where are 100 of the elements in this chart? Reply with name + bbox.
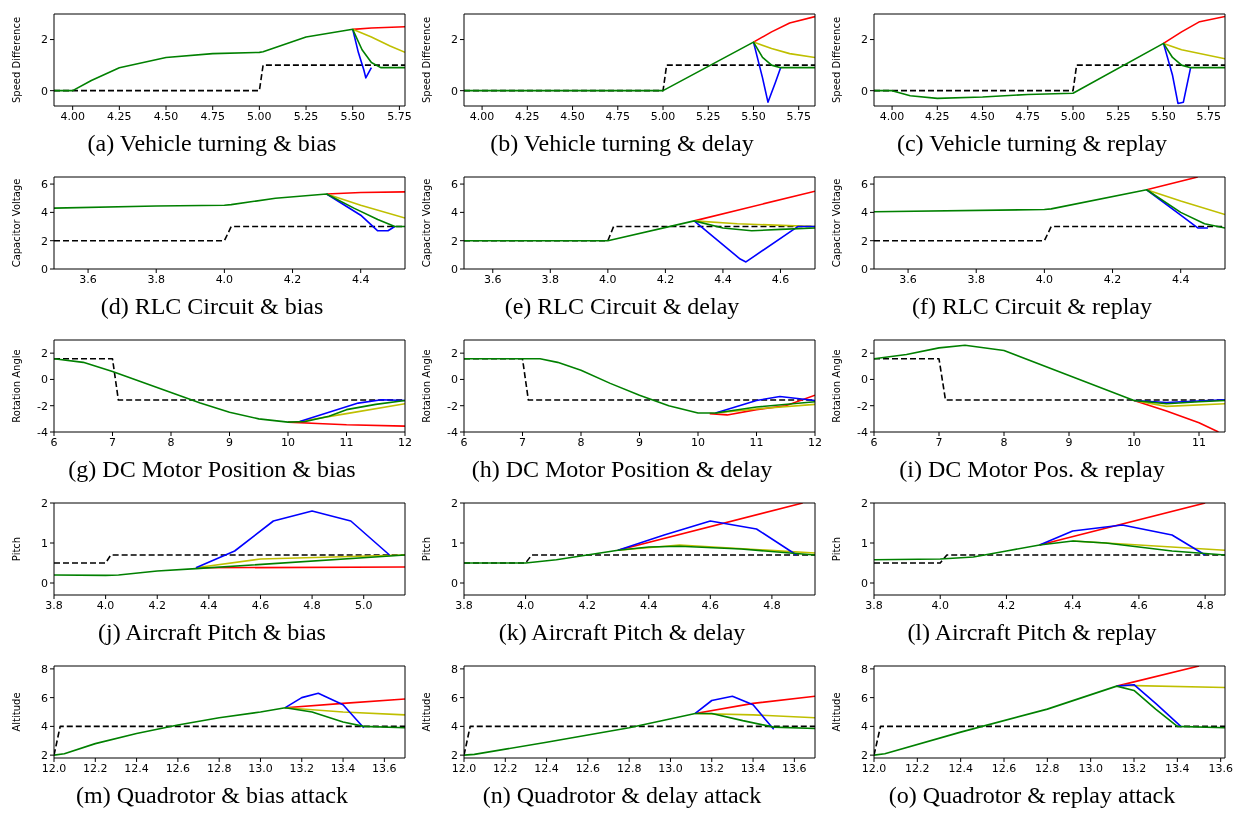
y-tick-label: 2 [451, 33, 458, 47]
y-tick-label: 8 [41, 662, 48, 676]
y-tick-label: 8 [861, 662, 868, 676]
line-series [54, 193, 405, 228]
text: (b) Vehicle turning & delay [489, 130, 755, 157]
x-tick-label: 12.4 [948, 761, 973, 775]
y-tick-label: 2 [861, 749, 868, 763]
y-axis-title: Rotation Angle [830, 349, 842, 423]
x-tick-label: 6 [460, 435, 468, 449]
x-tick-label: 12.2 [83, 761, 108, 775]
y-tick-label: 0 [451, 262, 458, 276]
x-tick-label: 4.6 [1130, 598, 1148, 612]
y-tick-label: 4 [41, 720, 48, 734]
x-tick-label: 4.6 [701, 598, 720, 612]
y-tick-label: 2 [451, 347, 458, 361]
x-tick-label: 4.6 [251, 598, 270, 612]
y-axis-title: Capacitor Voltage [10, 178, 22, 268]
y-tick-label: 4 [451, 206, 458, 220]
line-series [1115, 683, 1183, 728]
y-tick-label: 0 [451, 576, 458, 590]
x-tick-label: 13.4 [1165, 761, 1190, 775]
text: (g) DC Motor Position & bias [67, 456, 357, 483]
x-tick-label: 5.00 [247, 109, 272, 123]
y-axis-title: Altitude [10, 692, 22, 732]
y-tick-label: 0 [861, 576, 868, 590]
x-tick-label: 4.4 [351, 272, 370, 286]
x-tick-label: 4.75 [1015, 109, 1041, 123]
y-tick-label: -4 [857, 425, 868, 439]
line-series [464, 220, 815, 242]
x-tick-label: 3.6 [484, 272, 502, 286]
x-tick-label: 5.00 [650, 109, 676, 123]
x-tick-label: 4.8 [763, 598, 781, 612]
text: (i) DC Motor Pos. & replay [898, 456, 1166, 483]
line-series [752, 41, 815, 59]
x-tick-label: 13.2 [289, 761, 315, 775]
x-tick-label: 5.50 [1151, 109, 1176, 123]
x-tick-label: 11 [339, 435, 354, 449]
y-tick-label: 6 [861, 691, 868, 705]
line-series [464, 41, 815, 92]
y-tick-label: 2 [41, 347, 48, 361]
x-tick-label: 7 [935, 435, 943, 449]
line-series [464, 357, 815, 414]
x-tick-label: 3.8 [865, 598, 883, 612]
text: (m) Quadrotor & bias attack [75, 782, 349, 809]
line-series [752, 41, 782, 103]
y-tick-label: 6 [41, 691, 48, 705]
text: (f) RLC Circuit & replay [911, 293, 1153, 320]
text: (j) Aircraft Pitch & bias [97, 619, 327, 646]
line-series [54, 554, 405, 577]
line-series [1162, 15, 1225, 45]
y-tick-label: -2 [447, 399, 458, 413]
text: (h) DC Motor Position & delay [470, 456, 774, 483]
x-tick-label: 4.0 [215, 272, 234, 286]
x-tick-label: 3.8 [45, 598, 63, 612]
x-tick-label: 3.8 [455, 598, 473, 612]
x-tick-label: 11 [749, 435, 764, 449]
y-tick-label: 2 [861, 347, 868, 361]
y-tick-label: 2 [451, 496, 458, 510]
x-tick-label: 7 [109, 435, 116, 449]
y-axis-title: Capacitor Voltage [830, 178, 842, 268]
x-tick-label: 4.2 [1103, 272, 1122, 286]
text: (n) Quadrotor & delay attack [481, 782, 763, 809]
x-tick-label: 4.0 [599, 272, 617, 286]
y-tick-label: -2 [857, 399, 868, 413]
y-tick-label: 4 [861, 720, 868, 734]
x-tick-label: 9 [636, 435, 643, 449]
line-series [464, 545, 815, 564]
y-tick-label: 2 [861, 496, 868, 510]
line-series [54, 28, 405, 92]
x-tick-label: 6 [50, 435, 58, 449]
x-tick-label: 13.6 [1208, 761, 1233, 775]
y-tick-label: 0 [41, 262, 48, 276]
y-axis-title: Pitch [10, 536, 22, 562]
x-tick-label: 7 [519, 435, 526, 449]
y-tick-label: 6 [451, 691, 458, 705]
x-tick-label: 4.2 [578, 598, 596, 612]
x-tick-label: 4.25 [107, 109, 132, 123]
x-tick-label: 12.8 [206, 761, 232, 775]
x-tick-label: 10 [281, 435, 295, 449]
text: (k) Aircraft Pitch & delay [497, 619, 747, 646]
x-tick-label: 12.2 [905, 761, 930, 775]
text: (d) RLC Circuit & bias [99, 293, 325, 320]
x-tick-label: 12.8 [1035, 761, 1060, 775]
text: (l) Aircraft Pitch & replay [906, 619, 1158, 646]
x-tick-label: 13.0 [248, 761, 273, 775]
x-tick-label: 5.75 [387, 109, 412, 123]
x-tick-label: 5.25 [696, 109, 721, 123]
x-tick-label: 4.25 [515, 109, 540, 123]
x-tick-label: 12.4 [534, 761, 559, 775]
y-tick-label: 0 [41, 576, 48, 590]
x-tick-label: 5.75 [1196, 109, 1221, 123]
x-tick-label: 4.25 [925, 109, 950, 123]
x-tick-label: 13.2 [1121, 761, 1147, 775]
line-series [1162, 42, 1192, 105]
y-tick-label: 1 [451, 536, 458, 550]
line-series [693, 220, 815, 263]
line-series [708, 394, 815, 416]
x-tick-label: 8 [1000, 435, 1008, 449]
y-tick-label: 2 [451, 234, 458, 248]
line-series [874, 188, 1225, 229]
